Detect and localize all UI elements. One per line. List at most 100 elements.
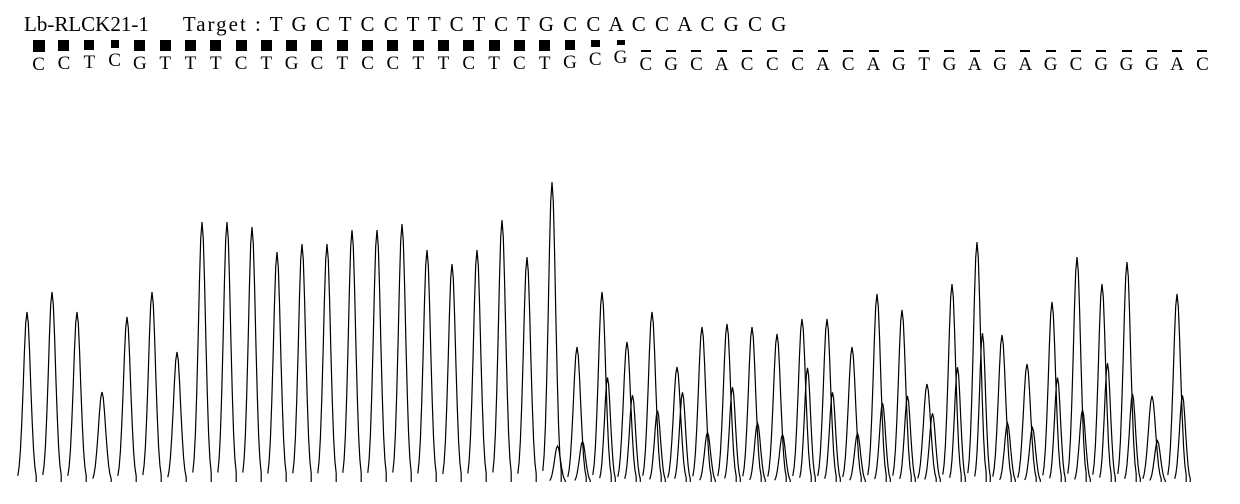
quality-marker <box>717 50 727 52</box>
base-call: G <box>279 40 304 73</box>
base-call: G <box>557 40 582 72</box>
quality-marker <box>869 50 879 52</box>
quality-marker <box>1147 50 1157 52</box>
base-letter: T <box>77 53 102 72</box>
base-letter: C <box>760 55 785 74</box>
quality-marker <box>1096 50 1106 52</box>
base-letter: T <box>330 54 355 73</box>
base-call: G <box>1139 40 1164 74</box>
quality-marker <box>1172 50 1182 52</box>
base-letter: C <box>1190 55 1215 74</box>
base-letter: C <box>456 54 481 73</box>
base-letter: A <box>962 55 987 74</box>
base-call: T <box>178 40 203 73</box>
base-letter: G <box>557 53 582 72</box>
base-call: G <box>1038 40 1063 74</box>
base-letter: C <box>51 54 76 73</box>
target-sequence: T G C T C C T T C T C T G C C A C C A C … <box>270 12 789 36</box>
base-call: C <box>102 40 127 70</box>
base-call: T <box>254 40 279 73</box>
quality-marker <box>641 50 651 52</box>
base-call: C <box>355 40 380 73</box>
quality-marker <box>58 40 69 51</box>
base-call: C <box>1063 40 1088 74</box>
base-call: A <box>861 40 886 74</box>
quality-marker <box>691 50 701 52</box>
base-letter: T <box>203 54 228 73</box>
base-call: C <box>456 40 481 73</box>
base-letter: T <box>532 54 557 73</box>
base-call: G <box>987 40 1012 74</box>
target-label: Target : T G C T C C T T C T C T G C C A… <box>183 12 789 36</box>
base-letter: C <box>583 50 608 69</box>
base-call: C <box>26 40 51 74</box>
base-letter: C <box>734 55 759 74</box>
base-letter: T <box>431 54 456 73</box>
quality-marker <box>210 40 221 51</box>
quality-marker <box>337 40 348 51</box>
quality-marker <box>311 40 322 51</box>
quality-marker <box>617 40 625 45</box>
quality-marker <box>1020 50 1030 52</box>
base-letter: G <box>1139 55 1164 74</box>
base-call: C <box>684 40 709 74</box>
quality-marker <box>1197 50 1207 52</box>
base-letter: A <box>709 55 734 74</box>
quality-marker <box>261 40 272 51</box>
base-call: T <box>406 40 431 73</box>
base-call: C <box>228 40 253 73</box>
base-call: A <box>709 40 734 74</box>
quality-marker <box>894 50 904 52</box>
base-letter: A <box>861 55 886 74</box>
base-letter: C <box>102 51 127 70</box>
base-call: C <box>51 40 76 73</box>
quality-marker <box>387 40 398 51</box>
base-call: C <box>507 40 532 73</box>
base-letter: C <box>1063 55 1088 74</box>
base-letter: G <box>987 55 1012 74</box>
base-letter: C <box>785 55 810 74</box>
base-call: G <box>937 40 962 74</box>
quality-marker <box>438 40 449 51</box>
quality-marker <box>793 50 803 52</box>
base-letter: G <box>608 48 633 67</box>
base-letter: C <box>507 54 532 73</box>
base-call: T <box>481 40 506 73</box>
target-prefix: Target : <box>183 12 263 36</box>
base-letter: C <box>228 54 253 73</box>
quality-marker <box>818 50 828 52</box>
base-call: C <box>304 40 329 73</box>
quality-marker <box>413 40 424 51</box>
quality-marker <box>1122 50 1132 52</box>
quality-marker <box>767 50 777 52</box>
quality-marker <box>1071 50 1081 52</box>
base-call: G <box>1114 40 1139 74</box>
base-call: G <box>127 40 152 73</box>
quality-marker <box>286 40 297 51</box>
base-letter: A <box>1165 55 1190 74</box>
base-letter: C <box>836 55 861 74</box>
base-call: T <box>912 40 937 74</box>
base-letter: T <box>912 55 937 74</box>
base-call: C <box>760 40 785 74</box>
base-letter: T <box>254 54 279 73</box>
base-letter: A <box>1013 55 1038 74</box>
base-letter: C <box>304 54 329 73</box>
quality-marker <box>33 40 45 52</box>
base-call: G <box>608 40 633 67</box>
base-letter: G <box>659 55 684 74</box>
base-call: A <box>1165 40 1190 74</box>
base-call: G <box>886 40 911 74</box>
read-sequence-row: CCTCGTTTCTGCTCCTTCTCTGCGCGCACCCACAGTGAGA… <box>18 40 1222 86</box>
base-call: C <box>633 40 658 74</box>
base-call: A <box>962 40 987 74</box>
base-letter: C <box>684 55 709 74</box>
base-call: G <box>1089 40 1114 74</box>
quality-marker <box>742 50 752 52</box>
base-letter: T <box>406 54 431 73</box>
primary-trace <box>18 182 1186 482</box>
base-call: T <box>203 40 228 73</box>
quality-marker <box>236 40 247 51</box>
base-letter: T <box>153 54 178 73</box>
base-call: T <box>77 40 102 72</box>
